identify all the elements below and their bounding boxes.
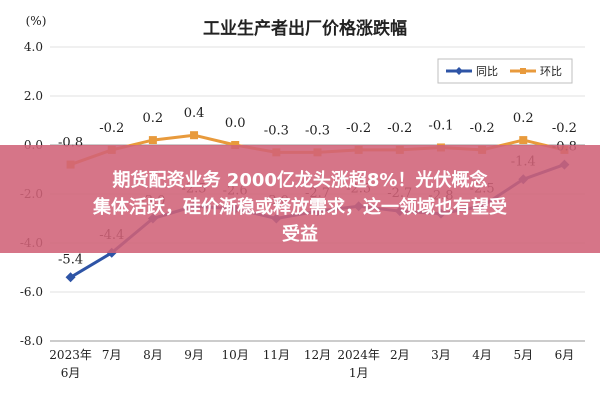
x-tick-label: 10月 bbox=[222, 348, 249, 362]
x-tick-label: 2024年 1月 bbox=[337, 348, 380, 380]
data-label-mom: -0.2 bbox=[346, 121, 371, 136]
legend-marker bbox=[520, 68, 526, 74]
chart-title: 工业生产者出厂价格涨跌幅 bbox=[203, 18, 407, 39]
x-tick-label: 3月 bbox=[431, 348, 451, 362]
x-tick-label: 5月 bbox=[513, 348, 533, 362]
x-tick-label: 12月 bbox=[304, 348, 331, 362]
x-tick-label: 6月 bbox=[555, 348, 575, 362]
data-label-mom: 0.4 bbox=[184, 106, 205, 121]
point-mom bbox=[190, 131, 199, 140]
data-label-yoy: -5.4 bbox=[58, 252, 83, 267]
legend-label: 同比 bbox=[476, 65, 498, 78]
headline-banner[interactable]: 期货配资业务 2000亿龙头涨超8%！光伏概念 集体活跃，硅价渐稳或释放需求，这… bbox=[0, 145, 600, 253]
data-label-mom: -0.2 bbox=[470, 121, 495, 136]
x-tick-label: 9月 bbox=[184, 348, 204, 362]
x-tick-label: 2月 bbox=[390, 348, 410, 362]
data-label-mom: -0.3 bbox=[264, 123, 289, 138]
y-unit-label: (%) bbox=[26, 14, 47, 28]
data-label-mom: -0.2 bbox=[99, 121, 124, 136]
point-mom bbox=[148, 136, 157, 145]
y-tick-label: -6.0 bbox=[20, 285, 43, 299]
data-label-mom: -0.1 bbox=[428, 118, 453, 133]
legend-marker bbox=[455, 67, 463, 75]
legend: 同比 环比 bbox=[437, 58, 573, 84]
banner-line-3: 受益 bbox=[282, 224, 318, 245]
x-tick-label: 2023年 6月 bbox=[49, 348, 92, 380]
data-label-mom: 0.2 bbox=[513, 111, 534, 126]
x-tick-label: 7月 bbox=[102, 348, 122, 362]
data-label-mom: -0.3 bbox=[305, 123, 330, 138]
data-label-mom: 0.2 bbox=[143, 111, 164, 126]
x-tick-label: 4月 bbox=[472, 348, 492, 362]
data-label-mom: 0.0 bbox=[225, 116, 246, 131]
legend-label: 环比 bbox=[540, 65, 562, 78]
data-label-mom: -0.2 bbox=[387, 121, 412, 136]
y-tick-label: -8.0 bbox=[20, 334, 43, 348]
banner-line-2: 集体活跃，硅价渐稳或释放需求，这一领域也有望受 bbox=[93, 197, 507, 218]
y-tick-label: 2.0 bbox=[24, 89, 43, 103]
point-yoy bbox=[65, 272, 76, 283]
x-tick-label: 8月 bbox=[143, 348, 163, 362]
y-tick-label: 4.0 bbox=[24, 40, 43, 54]
data-label-mom: -0.2 bbox=[552, 121, 577, 136]
x-tick-label: 11月 bbox=[263, 348, 290, 362]
banner-line-1: 期货配资业务 2000亿龙头涨超8%！光伏概念 bbox=[112, 170, 488, 191]
point-mom bbox=[519, 136, 528, 145]
x-axis-ticks: 2023年 6月 7月 8月 9月 10月 11月 12月 2024年 1月 2月 3月 4月 5月 6月 bbox=[49, 340, 585, 380]
